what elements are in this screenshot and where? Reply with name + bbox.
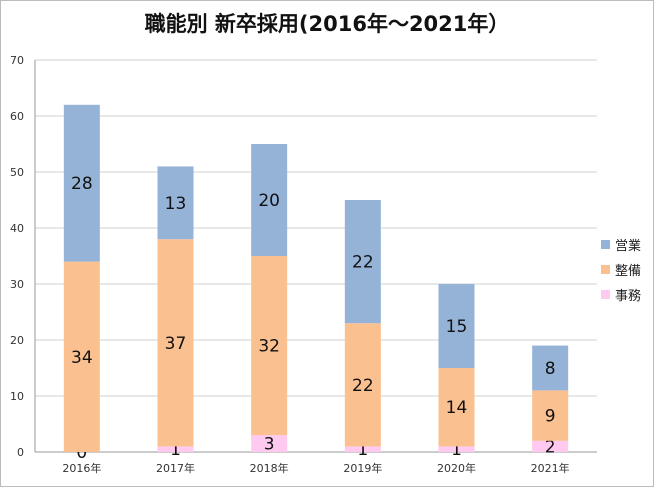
- bar-営業-2016年: [63, 104, 100, 262]
- data-label: 37: [165, 334, 187, 354]
- data-label: 28: [71, 174, 93, 194]
- bar-営業-2021年: [532, 345, 569, 391]
- legend-swatch: [601, 290, 610, 299]
- bar-事務-2018年: [251, 435, 288, 452]
- y-tick-label: 10: [10, 390, 24, 403]
- bar-事務-2021年: [532, 440, 569, 452]
- bar-営業-2020年: [438, 284, 475, 368]
- x-tick-label: 2019年: [343, 461, 382, 475]
- x-tick-label: 2018年: [250, 461, 289, 475]
- x-tick-label: 2016年: [62, 461, 101, 475]
- y-tick-label: 70: [10, 54, 24, 67]
- y-tick-label: 50: [10, 166, 24, 179]
- y-tick-label: 40: [10, 222, 24, 235]
- data-label: 34: [71, 348, 93, 368]
- legend-label: 営業: [615, 239, 642, 254]
- y-tick-label: 30: [10, 278, 24, 291]
- data-label: 0: [76, 443, 87, 463]
- bar-事務-2020年: [438, 446, 475, 452]
- bar-事務-2019年: [344, 446, 381, 452]
- legend-item: 営業: [601, 232, 641, 257]
- x-tick-label: 2020年: [437, 461, 476, 475]
- data-label: 14: [446, 398, 468, 418]
- x-tick-label: 2021年: [531, 461, 570, 475]
- bar-営業-2018年: [251, 144, 288, 256]
- bar-整備-2016年: [63, 261, 100, 452]
- y-tick-label: 20: [10, 334, 24, 347]
- data-label: 8: [545, 359, 556, 379]
- data-label: 22: [352, 253, 374, 273]
- data-label: 1: [357, 440, 368, 460]
- legend-label: 整備: [615, 264, 642, 279]
- legend-swatch: [601, 240, 610, 249]
- data-label: 32: [258, 337, 280, 357]
- x-tick-label: 2017年: [156, 461, 195, 475]
- bar-整備-2018年: [251, 256, 288, 436]
- bar-整備-2017年: [157, 239, 194, 447]
- data-label: 20: [258, 191, 280, 211]
- data-label: 9: [545, 407, 556, 427]
- legend: 営業 整備 事務: [601, 232, 641, 307]
- legend-item: 事務: [601, 282, 641, 307]
- bar-整備-2020年: [438, 368, 475, 447]
- data-label: 15: [446, 317, 468, 337]
- y-tick-label: 60: [10, 110, 24, 123]
- legend-label: 事務: [615, 289, 642, 304]
- data-label: 1: [451, 440, 462, 460]
- data-label: 2: [545, 437, 556, 457]
- bar-事務-2017年: [157, 446, 194, 452]
- chart-title: 職能別 新卒採用(2016年～2021年）: [144, 12, 510, 36]
- legend-item: 整備: [601, 257, 641, 282]
- bar-営業-2017年: [157, 166, 194, 240]
- legend-swatch: [601, 265, 610, 274]
- bar-営業-2019年: [344, 200, 381, 324]
- data-label: 13: [165, 194, 187, 214]
- data-label: 22: [352, 376, 374, 396]
- bar-整備-2019年: [344, 323, 381, 447]
- data-label: 1: [170, 440, 181, 460]
- bar-整備-2021年: [532, 390, 569, 441]
- y-tick-label: 0: [17, 446, 24, 459]
- data-label: 3: [264, 435, 275, 455]
